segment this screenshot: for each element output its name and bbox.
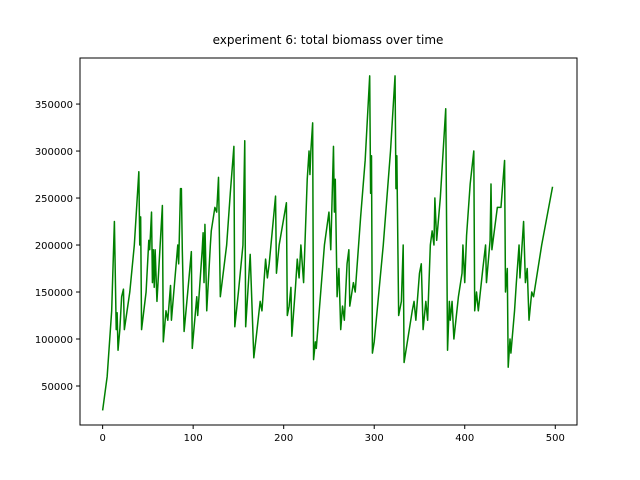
x-tick-label: 0 <box>99 433 105 444</box>
plot-frame <box>79 57 578 426</box>
data-line <box>101 75 554 411</box>
y-tick-label: 350000 <box>35 100 73 111</box>
x-tick-label: 500 <box>546 433 565 444</box>
x-tick-label: 100 <box>184 433 203 444</box>
y-tick-label: 100000 <box>35 335 73 346</box>
y-tick-label: 50000 <box>41 382 73 393</box>
y-tick-label: 300000 <box>35 147 73 158</box>
y-tick-label: 200000 <box>35 241 73 252</box>
y-tick-label: 150000 <box>35 288 73 299</box>
x-tick-label: 200 <box>274 433 293 444</box>
x-tick-label: 400 <box>455 433 474 444</box>
y-tick-label: 250000 <box>35 194 73 205</box>
x-tick-label: 300 <box>365 433 384 444</box>
chart-title: experiment 6: total biomass over time <box>213 33 444 47</box>
